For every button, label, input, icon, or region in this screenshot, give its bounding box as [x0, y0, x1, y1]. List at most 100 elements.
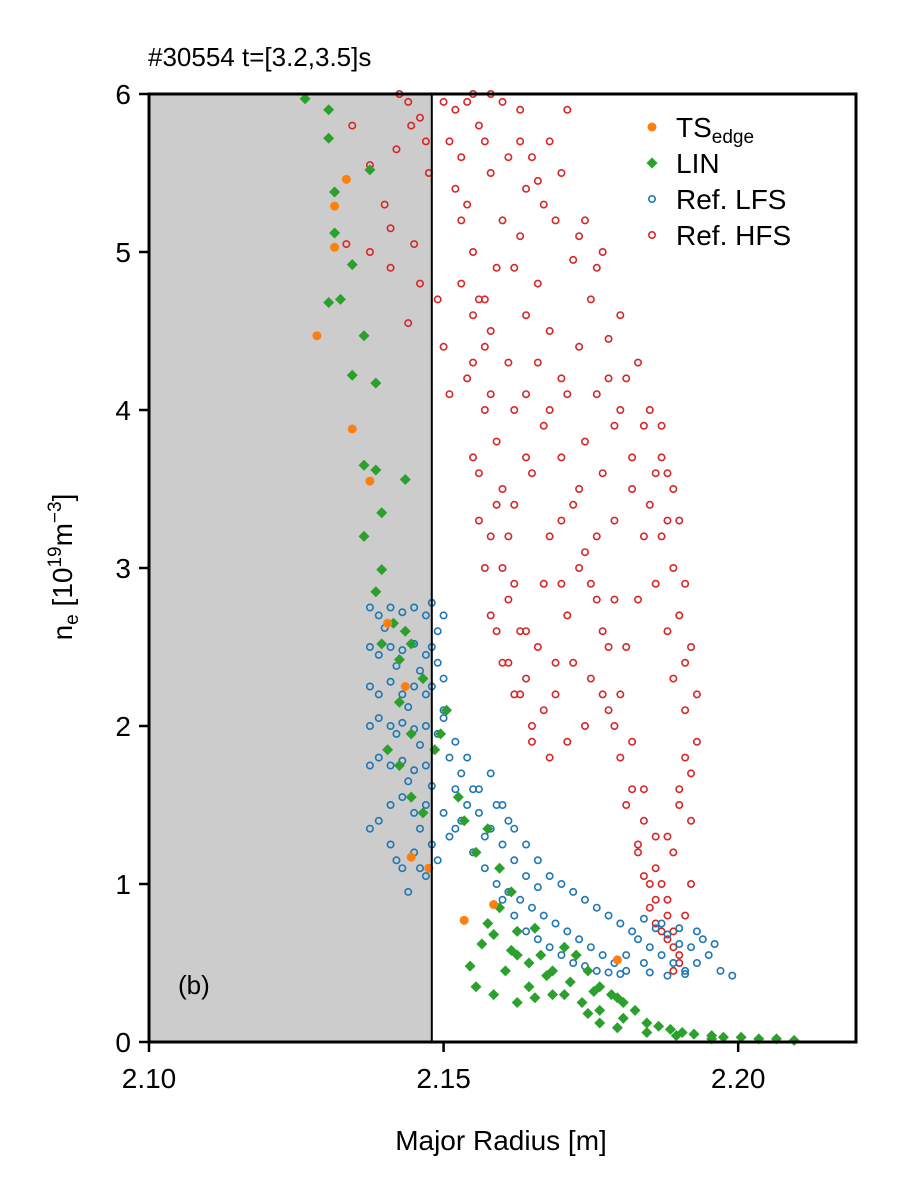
- legend-label: TSedge: [676, 112, 754, 148]
- point-ref-lfs: [557, 951, 566, 960]
- point-ref-hfs: [598, 469, 607, 478]
- point-ref-lfs: [586, 943, 595, 952]
- point-lin: [735, 1031, 747, 1043]
- point-ts: [347, 424, 357, 434]
- point-ref-hfs: [439, 97, 448, 106]
- point-ref-hfs: [645, 500, 654, 509]
- point-lin: [505, 886, 517, 898]
- legend-marker: [646, 157, 658, 169]
- point-ref-hfs: [639, 872, 648, 881]
- point-ref-lfs: [439, 611, 448, 620]
- point-ref-lfs: [604, 911, 613, 920]
- point-ref-lfs: [404, 777, 413, 786]
- point-lin: [611, 1022, 623, 1034]
- point-lin: [653, 1020, 665, 1032]
- point-lin: [547, 989, 559, 1001]
- point-lin: [576, 997, 588, 1008]
- point-ref-lfs: [474, 808, 483, 817]
- point-ref-hfs: [687, 769, 696, 778]
- point-lin: [470, 846, 482, 858]
- point-ref-lfs: [710, 940, 719, 949]
- point-ref-hfs: [663, 516, 672, 525]
- point-ref-hfs: [457, 216, 466, 225]
- point-lin: [482, 918, 494, 929]
- point-ref-hfs: [445, 137, 454, 146]
- point-ref-hfs: [592, 595, 601, 604]
- point-ref-hfs: [628, 785, 637, 794]
- point-ref-lfs: [510, 911, 519, 920]
- point-lin: [393, 696, 405, 708]
- point-ref-hfs: [480, 563, 489, 572]
- point-ref-lfs: [522, 872, 531, 881]
- point-lin: [382, 744, 394, 756]
- point-ref-lfs: [533, 935, 542, 944]
- point-ref-hfs: [651, 832, 660, 841]
- point-ref-hfs: [687, 642, 696, 651]
- point-ref-hfs: [663, 469, 672, 478]
- point-lin: [535, 949, 547, 961]
- point-lin: [488, 929, 500, 941]
- chart-title: #30554 t=[3.2,3.5]s: [148, 42, 371, 72]
- point-ref-lfs: [539, 911, 548, 920]
- point-ref-hfs: [557, 516, 566, 525]
- point-ref-hfs: [639, 421, 648, 430]
- x-tick-label: 2.15: [416, 1063, 471, 1094]
- series-lin: [299, 93, 800, 1046]
- point-ref-hfs: [616, 690, 625, 699]
- point-ref-hfs: [657, 453, 666, 462]
- point-ref-hfs: [486, 532, 495, 541]
- point-ref-hfs: [692, 690, 701, 699]
- point-ref-hfs: [675, 516, 684, 525]
- point-ref-hfs: [563, 390, 572, 399]
- point-lin: [611, 992, 623, 1004]
- point-ref-lfs: [421, 800, 430, 809]
- point-ref-hfs: [598, 627, 607, 636]
- point-ref-lfs: [545, 943, 554, 952]
- point-ref-hfs: [522, 674, 531, 683]
- point-ref-hfs: [569, 500, 578, 509]
- point-ref-hfs: [342, 240, 351, 249]
- point-lin: [323, 132, 335, 144]
- point-ref-hfs: [592, 263, 601, 272]
- point-ref-hfs: [639, 816, 648, 825]
- point-ref-hfs: [681, 658, 690, 667]
- point-ref-hfs: [681, 753, 690, 762]
- point-ref-hfs: [681, 579, 690, 588]
- point-ref-lfs: [645, 943, 654, 952]
- point-ref-hfs: [669, 943, 678, 952]
- point-ref-hfs: [539, 579, 548, 588]
- point-lin: [588, 985, 600, 997]
- point-ref-lfs: [604, 968, 613, 977]
- point-ref-lfs: [651, 924, 660, 933]
- point-ref-hfs: [634, 848, 643, 857]
- y-tick-label: 3: [115, 553, 131, 584]
- point-ref-hfs: [622, 642, 631, 651]
- point-ref-hfs: [416, 279, 425, 288]
- point-ts: [365, 476, 375, 486]
- point-ref-hfs: [480, 342, 489, 351]
- point-ref-hfs: [563, 737, 572, 746]
- point-ref-lfs: [410, 766, 419, 775]
- point-lin: [399, 474, 411, 486]
- point-ref-hfs: [392, 145, 401, 154]
- point-ref-hfs: [592, 390, 601, 399]
- point-ref-lfs: [645, 968, 654, 977]
- point-ref-lfs: [616, 970, 625, 979]
- y-axis-ticks: 0 1 2 3 4 5 6: [115, 79, 149, 1058]
- point-ref-hfs: [474, 516, 483, 525]
- point-ref-lfs: [681, 970, 690, 979]
- point-ref-hfs: [651, 864, 660, 873]
- point-ref-hfs: [492, 263, 501, 272]
- point-lin: [641, 1017, 653, 1029]
- point-ref-hfs: [645, 903, 654, 912]
- point-ref-lfs: [416, 864, 425, 873]
- point-ref-hfs: [492, 627, 501, 636]
- point-ref-hfs: [545, 326, 554, 335]
- point-ref-lfs: [410, 603, 419, 612]
- point-ref-lfs: [374, 611, 383, 620]
- point-ref-lfs: [365, 824, 374, 833]
- point-ref-lfs: [522, 840, 531, 849]
- point-ref-lfs: [392, 661, 401, 670]
- point-lin: [558, 941, 570, 953]
- point-ref-lfs: [492, 800, 501, 809]
